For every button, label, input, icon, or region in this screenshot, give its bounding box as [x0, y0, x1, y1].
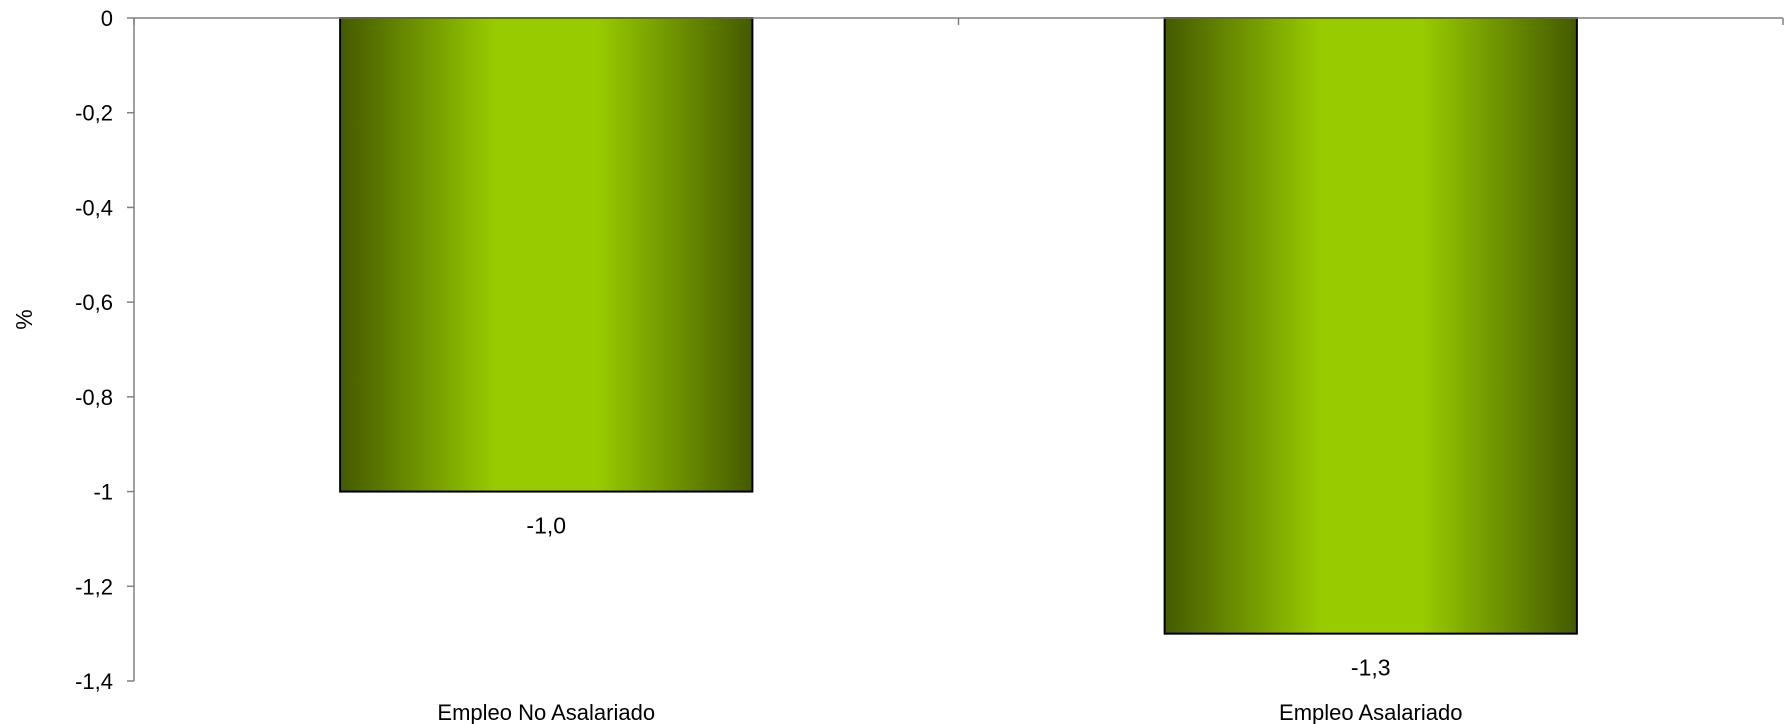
data-label-1: -1,3: [1351, 655, 1391, 681]
bars-layer: [339, 17, 1578, 635]
y-tick-label-5: -1: [93, 480, 113, 505]
bar-1: [1163, 17, 1578, 635]
y-tick-label-7: -1,4: [75, 669, 113, 694]
bar-0: [339, 17, 754, 493]
category-label-0: Empleo No Asalariado: [437, 700, 655, 724]
y-tick-label-4: -0,8: [75, 385, 113, 410]
y-tick-label-0: 0: [101, 6, 113, 31]
y-tick-label-1: -0,2: [75, 101, 113, 126]
axes-layer: [127, 17, 1784, 682]
y-tick-label-2: -0,4: [75, 195, 113, 220]
y-tick-label-6: -1,2: [75, 574, 113, 599]
category-label-1: Empleo Asalariado: [1279, 700, 1462, 724]
y-tick-label-3: -0,6: [75, 290, 113, 315]
labels-layer: -1,0 Empleo No Asalariado -1,3 Empleo Asala…: [11, 6, 1462, 724]
y-axis-title: %: [11, 309, 37, 329]
data-label-0: -1,0: [526, 513, 566, 539]
